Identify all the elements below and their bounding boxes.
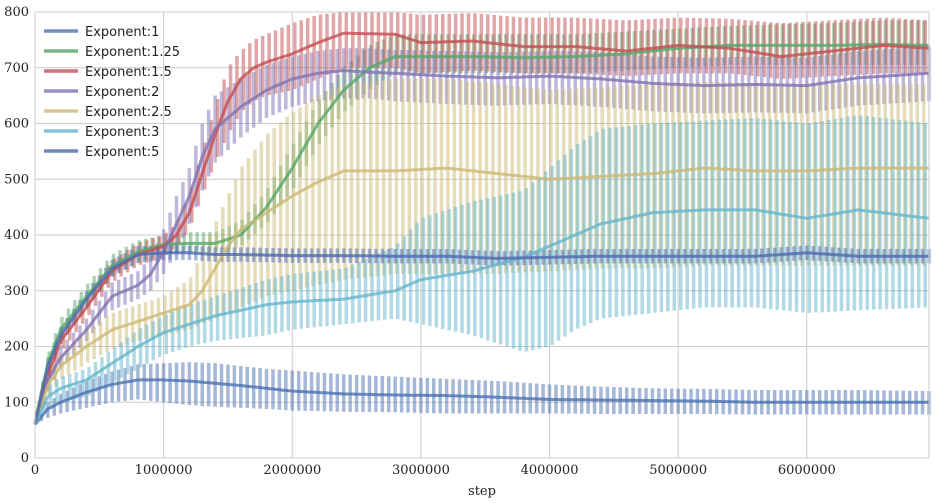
legend-item: Exponent:2.5 — [44, 105, 172, 120]
plot-frame — [34, 11, 930, 459]
legend-label: Exponent:1.5 — [85, 65, 172, 80]
series-line-exponent-3 — [33, 208, 930, 426]
y-tick-label: 0 — [21, 451, 29, 466]
y-tick-label: 800 — [4, 5, 29, 20]
y-tick-label: 500 — [4, 172, 29, 187]
series-line-exponent-5 — [33, 251, 929, 425]
legend-label: Exponent:2.5 — [85, 105, 172, 120]
legend-item: Exponent:1.25 — [44, 45, 180, 60]
legend-label: Exponent:5 — [85, 145, 159, 160]
legend: Exponent:1 Exponent:1.25 Exponent:1.5 Expon… — [44, 25, 180, 160]
legend-label: Exponent:1 — [85, 25, 159, 40]
y-tick-label: 600 — [4, 117, 29, 132]
series-line-exponent-1-5 — [33, 31, 930, 425]
y-tick-label: 300 — [4, 284, 29, 299]
x-tick-label: 6000000 — [778, 463, 836, 478]
error-bars-exponent-1 — [39, 362, 931, 422]
x-tick-label: 0 — [31, 463, 39, 478]
series-line-exponent-1 — [33, 378, 929, 426]
error-bars — [34, 12, 931, 422]
legend-item: Exponent:1.5 — [44, 65, 172, 80]
series-lines — [33, 31, 930, 426]
legend-label: Exponent:3 — [85, 125, 159, 140]
series-line-exponent-1-25 — [33, 42, 929, 423]
legend-label: Exponent:1.25 — [85, 45, 180, 60]
legend-item: Exponent:1 — [44, 25, 159, 40]
y-tick-label: 200 — [4, 340, 29, 355]
legend-label: Exponent:2 — [85, 85, 159, 100]
series-line-exponent-2 — [33, 69, 930, 426]
x-axis-label: step — [468, 484, 496, 499]
x-tick-label: 3000000 — [392, 463, 450, 478]
error-bars-exponent-3 — [35, 115, 927, 422]
legend-item: Exponent:5 — [44, 145, 159, 160]
legend-item: Exponent:3 — [44, 125, 159, 140]
y-tick-label: 100 — [4, 395, 29, 410]
y-tick-label: 400 — [4, 228, 29, 243]
legend-item: Exponent:2 — [44, 85, 159, 100]
x-tick-label: 5000000 — [649, 463, 707, 478]
x-tick-label: 4000000 — [521, 463, 579, 478]
axes: 0 100 200 300 400 500 600 700 800 0 1000000 2000000… — [4, 5, 930, 478]
x-tick-label: 2000000 — [263, 463, 321, 478]
y-tick-label: 700 — [4, 61, 29, 76]
series-line-exponent-2-5 — [33, 166, 929, 426]
x-tick-label: 1000000 — [135, 463, 193, 478]
